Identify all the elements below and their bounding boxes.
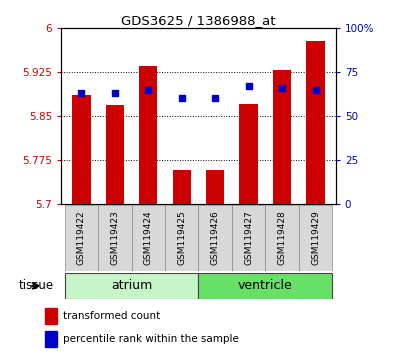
Bar (45, 331, 56, 347)
Bar (232, 205, 265, 271)
Point (78, 90, 85, 96)
Text: GSM119424: GSM119424 (144, 211, 153, 265)
Title: GDS3625 / 1386988_at: GDS3625 / 1386988_at (121, 14, 276, 27)
Bar (165, 205, 198, 271)
Text: atrium: atrium (111, 279, 152, 292)
Bar (64, 205, 98, 271)
Text: GSM119425: GSM119425 (177, 211, 186, 265)
Bar (273, 70, 292, 204)
Bar (105, 105, 124, 204)
Text: GSM119426: GSM119426 (211, 211, 220, 265)
Bar (199, 273, 333, 299)
Point (212, 96, 218, 101)
Text: GSM119429: GSM119429 (311, 211, 320, 265)
Bar (299, 205, 333, 271)
Bar (206, 170, 224, 204)
Point (312, 87, 319, 92)
Bar (132, 205, 165, 271)
Point (112, 90, 118, 96)
Bar (239, 104, 258, 204)
Bar (265, 205, 299, 271)
Text: GSM119428: GSM119428 (278, 211, 287, 265)
Bar (64, 273, 199, 299)
Bar (173, 170, 191, 204)
Bar (307, 41, 325, 204)
Bar (98, 205, 132, 271)
Point (179, 96, 185, 101)
Text: GSM119427: GSM119427 (244, 211, 253, 265)
Point (246, 83, 252, 89)
Text: ventricle: ventricle (238, 279, 293, 292)
Bar (72, 96, 90, 204)
Text: percentile rank within the sample: percentile rank within the sample (63, 334, 239, 344)
Bar (139, 66, 158, 204)
Bar (45, 308, 56, 324)
Text: GSM119422: GSM119422 (77, 211, 86, 265)
Point (145, 87, 151, 92)
Point (279, 85, 285, 91)
Bar (199, 205, 232, 271)
Text: tissue: tissue (18, 279, 53, 292)
Text: GSM119423: GSM119423 (110, 211, 119, 265)
Text: transformed count: transformed count (63, 311, 160, 321)
